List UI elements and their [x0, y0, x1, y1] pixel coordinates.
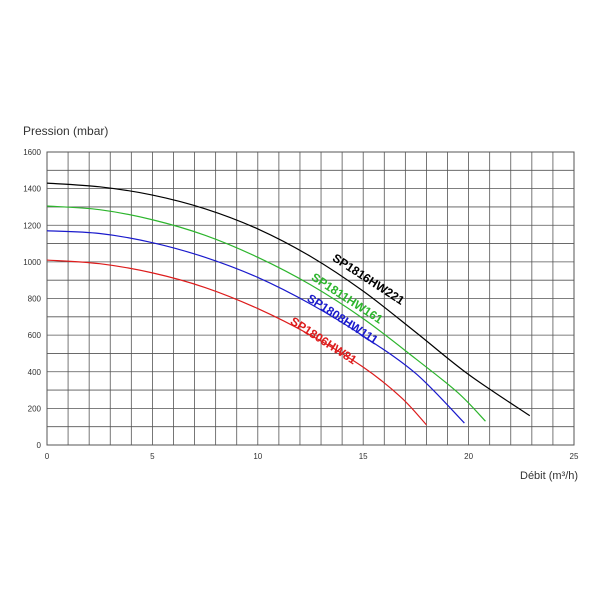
x-axis-label: Débit (m³/h) — [520, 470, 579, 482]
y-tick-label: 1000 — [23, 258, 41, 267]
y-axis-label: Pression (mbar) — [23, 124, 109, 138]
series-line-sp1808hw111 — [46, 230, 465, 424]
x-tick-label: 5 — [150, 452, 155, 461]
y-tick-label: 800 — [28, 295, 42, 304]
series-line-sp1806hw81 — [46, 259, 427, 426]
x-tick-label: 15 — [359, 452, 368, 461]
y-tick-label: 1400 — [23, 185, 41, 194]
y-tick-label: 0 — [37, 441, 42, 450]
x-tick-label: 25 — [570, 452, 579, 461]
y-tick-label: 1200 — [23, 221, 41, 230]
x-tick-label: 20 — [464, 452, 473, 461]
y-tick-label: 200 — [28, 404, 42, 413]
y-tick-label: 1600 — [23, 148, 41, 157]
series-line-sp1816hw221 — [46, 182, 531, 417]
x-tick-label: 0 — [45, 452, 50, 461]
y-tick-label: 400 — [28, 368, 42, 377]
y-tick-label: 600 — [28, 331, 42, 340]
x-tick-label: 10 — [253, 452, 262, 461]
series-line-sp1811hw161 — [46, 205, 486, 422]
